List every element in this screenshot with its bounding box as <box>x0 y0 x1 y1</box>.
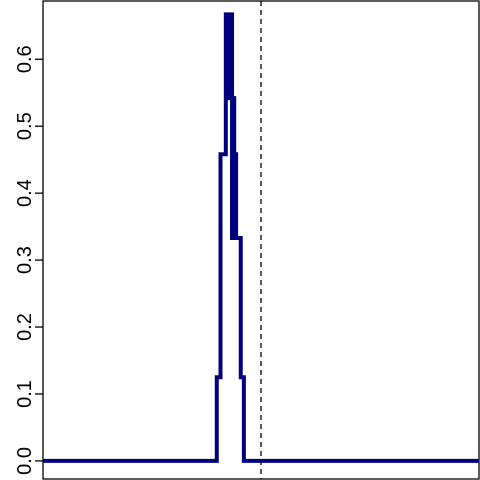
y-tick-label: 0.5 <box>14 112 36 140</box>
y-axis: 0.0 0.1 0.2 0.3 0.4 0.5 0.6 <box>14 45 43 475</box>
y-tick-label: 0.2 <box>14 313 36 341</box>
y-tick-label: 0.0 <box>14 447 36 475</box>
y-tick-label: 0.4 <box>14 179 36 207</box>
series-line <box>43 12 479 463</box>
y-tick-label: 0.3 <box>14 246 36 274</box>
y-tick-label: 0.1 <box>14 380 36 408</box>
y-tick-label: 0.6 <box>14 45 36 73</box>
